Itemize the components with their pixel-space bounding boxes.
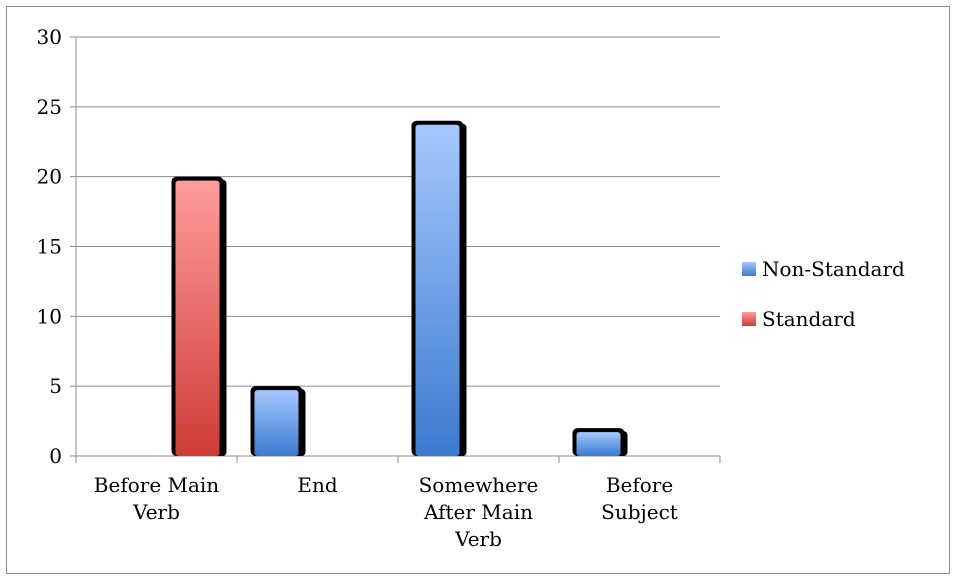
bar-chart: 0 5 10 15 20 25 30 Before Main Verb End Somewhere A…: [37, 25, 905, 551]
x-tick-label: Verb: [454, 527, 502, 551]
x-tick-label: End: [297, 473, 337, 497]
y-tick-label: 25: [37, 95, 62, 119]
bars: [171, 120, 628, 457]
axes: [70, 36, 721, 463]
y-tick-label: 30: [37, 25, 62, 49]
legend-swatch-standard: [742, 312, 756, 326]
legend-label: Standard: [762, 307, 856, 331]
x-tick-label: Subject: [601, 500, 678, 524]
chart-frame: 0 5 10 15 20 25 30 Before Main Verb End Somewhere A…: [6, 6, 950, 574]
y-tick-label: 20: [37, 165, 62, 189]
x-tick-label: Before Main: [94, 473, 220, 497]
bar-non-standard: [576, 432, 621, 456]
x-tick-label: Verb: [132, 500, 180, 524]
x-tick-label: After Main: [423, 500, 533, 524]
bar-standard: [175, 180, 220, 456]
bar-non-standard: [254, 390, 299, 456]
x-tick-label: Somewhere: [419, 473, 539, 497]
x-tick-label: Before: [606, 473, 673, 497]
y-tick-label: 0: [49, 444, 62, 468]
legend: Non-Standard Standard: [742, 257, 905, 331]
tick-labels: 0 5 10 15 20 25 30 Before Main Verb End Somewhere A…: [37, 25, 678, 551]
legend-label: Non-Standard: [762, 257, 905, 281]
legend-swatch-non-standard: [742, 262, 756, 276]
bar-non-standard: [415, 124, 460, 457]
y-tick-label: 15: [37, 235, 62, 259]
y-tick-label: 5: [49, 374, 62, 398]
y-tick-label: 10: [37, 304, 62, 328]
